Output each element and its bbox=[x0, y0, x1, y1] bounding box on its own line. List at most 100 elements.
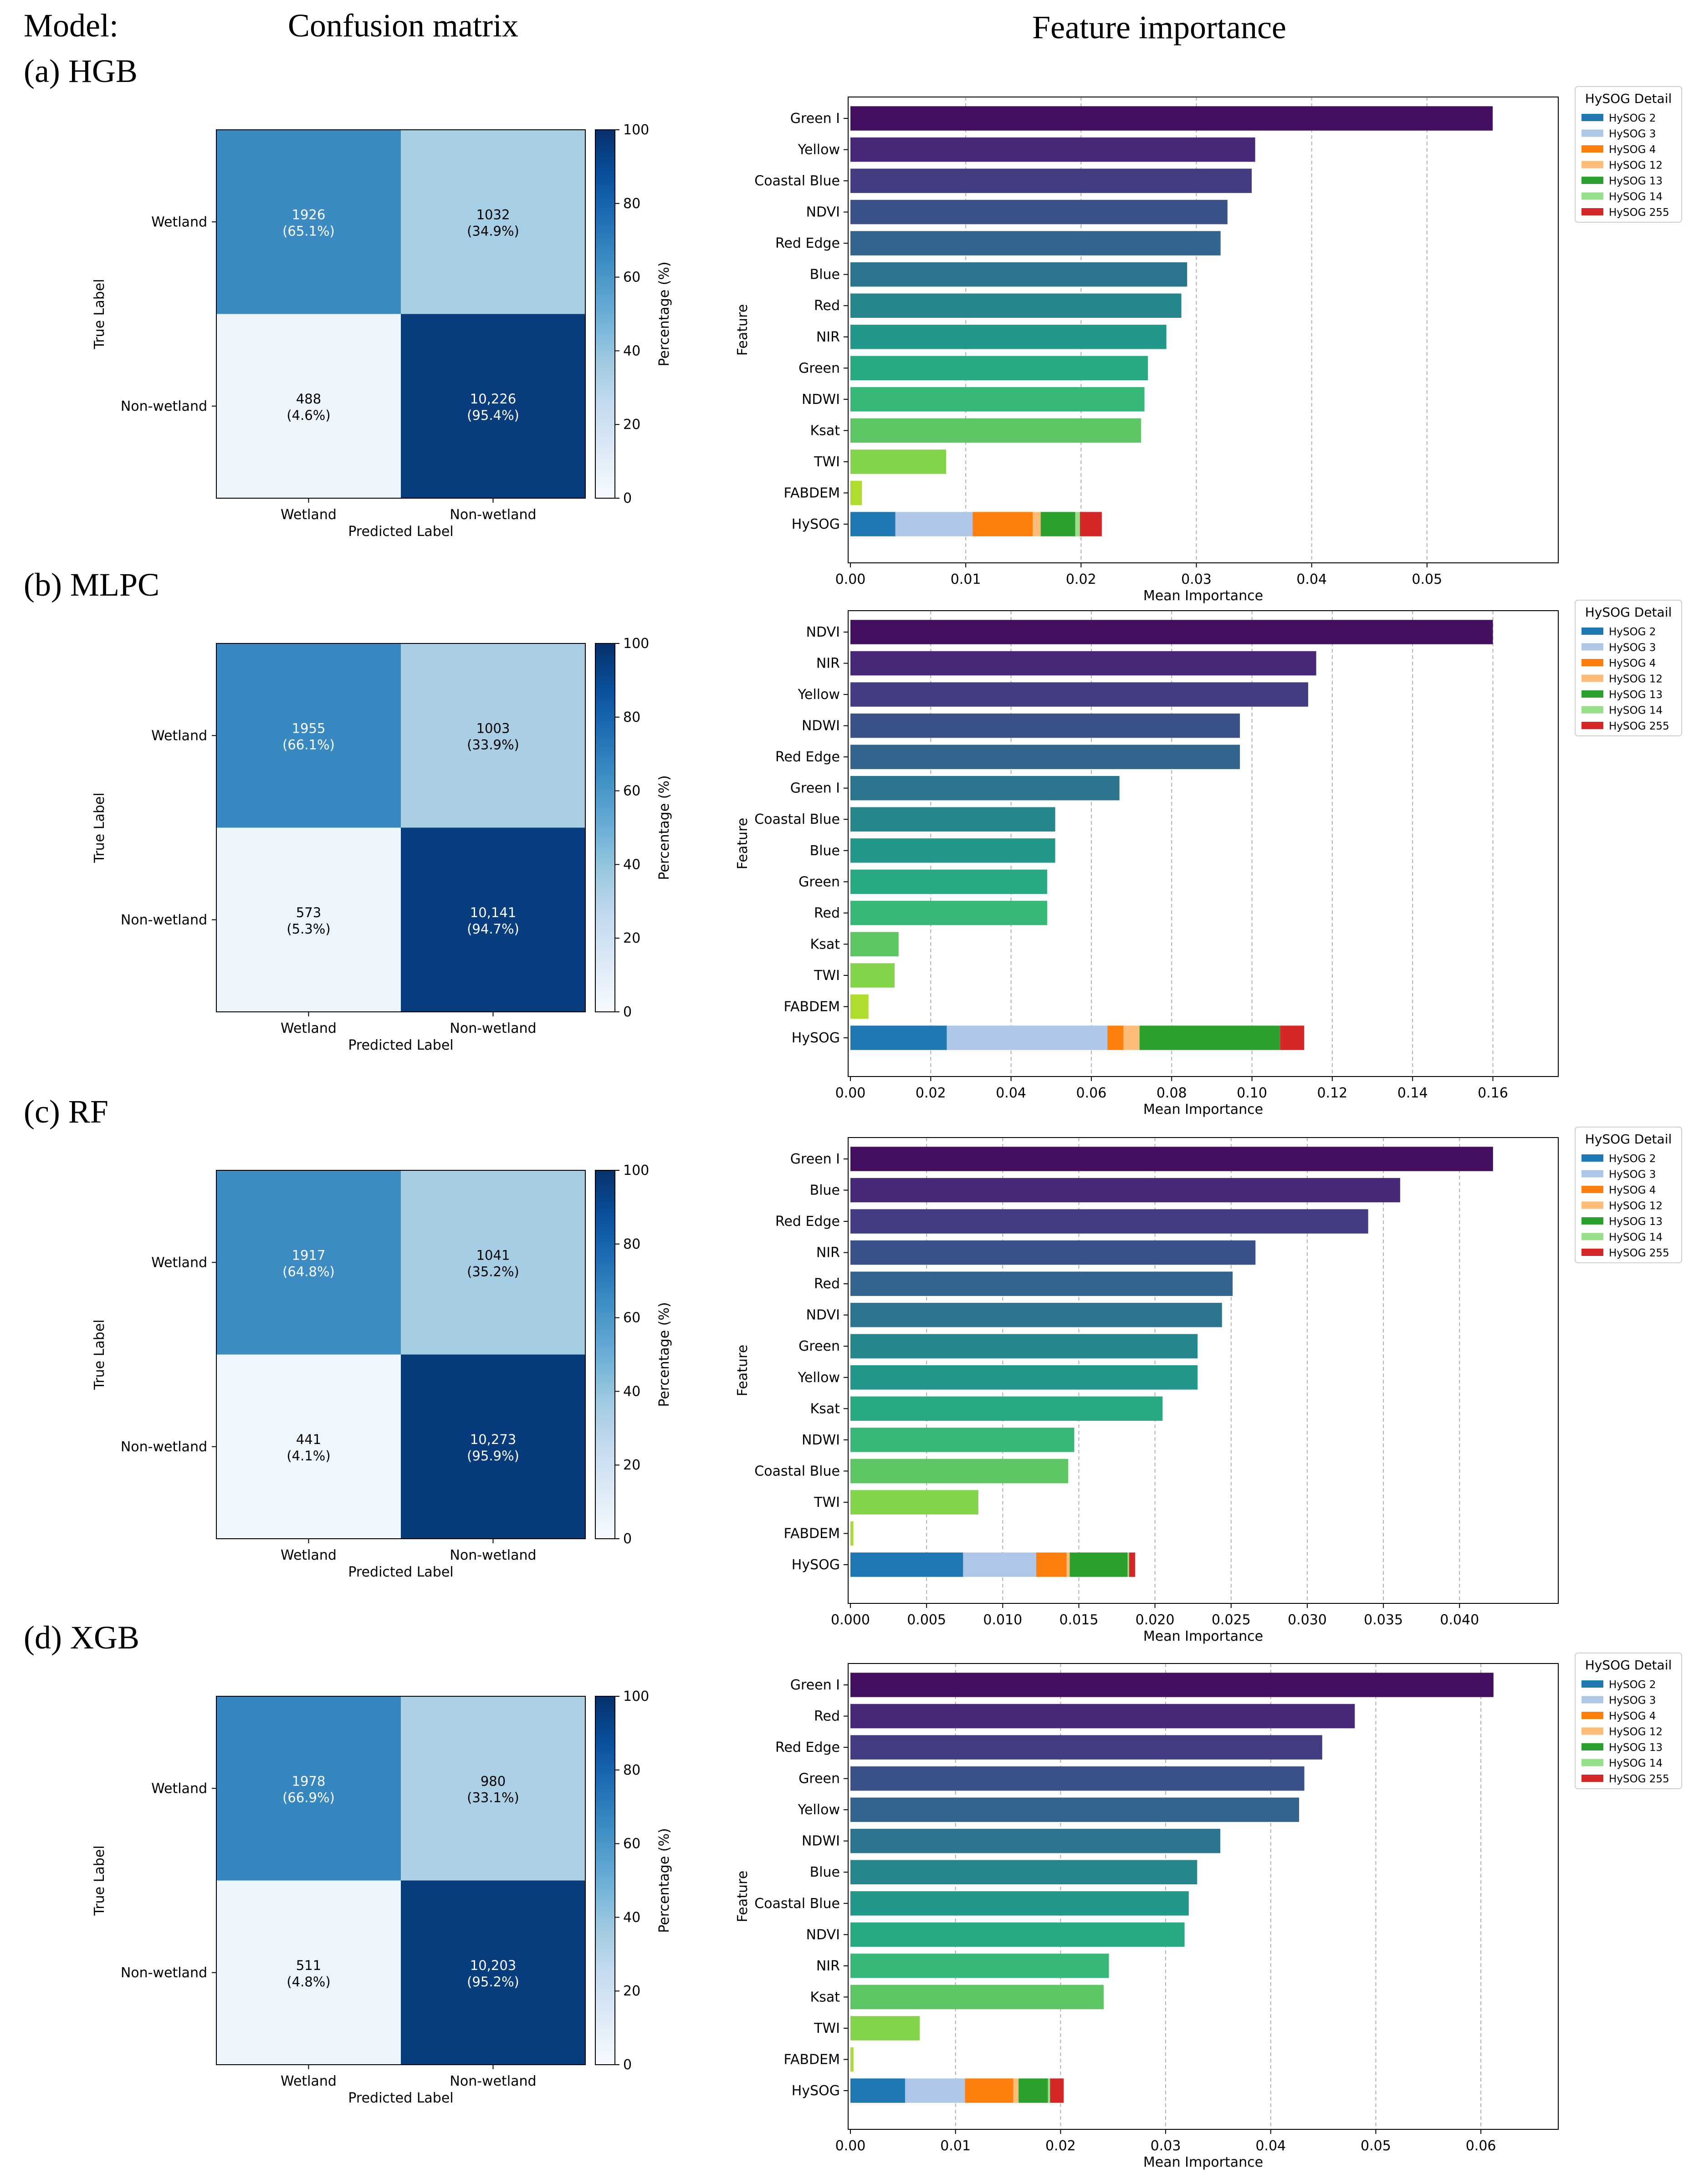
feature-label: Yellow bbox=[798, 1370, 840, 1386]
feature-label: FABDEM bbox=[783, 2051, 840, 2067]
x-axis-label: Predicted Label bbox=[348, 2090, 453, 2106]
legend-swatch bbox=[1581, 1249, 1603, 1256]
importance-bar bbox=[850, 1860, 1198, 1884]
x-tick-label: 0.00 bbox=[835, 2138, 866, 2154]
hysog-segment bbox=[1013, 2078, 1019, 2103]
cm-cell bbox=[401, 1880, 585, 2065]
legend-label: HySOG 13 bbox=[1609, 1742, 1663, 1754]
feature-label: NDVI bbox=[806, 624, 840, 640]
colorbar-tick-label: 100 bbox=[623, 636, 649, 652]
hysog-segment bbox=[1040, 512, 1075, 536]
legend-label: HySOG 2 bbox=[1609, 626, 1656, 638]
y-tick-label: Non-wetland bbox=[121, 398, 207, 414]
x-tick-label: 0.030 bbox=[1288, 1612, 1327, 1628]
panel-label: (c) RF bbox=[24, 1093, 108, 1130]
cm-cell bbox=[216, 314, 401, 498]
cm-count: 1032 bbox=[476, 207, 510, 222]
x-axis-label: Mean Importance bbox=[1143, 2154, 1263, 2170]
cm-cell bbox=[401, 1170, 585, 1355]
hysog-segment bbox=[1123, 1026, 1140, 1050]
y-axis-label: True Label bbox=[92, 1845, 107, 1916]
importance-bar bbox=[850, 651, 1316, 676]
feature-label: Red Edge bbox=[775, 235, 840, 251]
hysog-segment bbox=[1050, 2078, 1064, 2103]
colorbar-tick-label: 60 bbox=[623, 1836, 640, 1852]
y-axis-label: True Label bbox=[92, 279, 107, 349]
feature-importance-chart: Green I Yellow Coastal Blue NDVI Red Edge Blu… bbox=[735, 97, 1559, 604]
importance-bar bbox=[850, 262, 1187, 287]
legend-swatch bbox=[1581, 628, 1603, 635]
feature-importance-chart: NDVI NIR Yellow NDWI Red Edge Green I Coastal … bbox=[735, 610, 1559, 1118]
x-tick-label: 0.035 bbox=[1364, 1612, 1403, 1628]
feature-label: Red bbox=[814, 1276, 840, 1292]
hysog-segment bbox=[1127, 1552, 1129, 1577]
feature-label: Coastal Blue bbox=[754, 1896, 840, 1912]
colorbar-tick-label: 40 bbox=[623, 857, 640, 873]
x-tick-label: 0.04 bbox=[1255, 2138, 1286, 2154]
importance-bar bbox=[850, 1396, 1163, 1421]
legend-label: HySOG 13 bbox=[1609, 1216, 1663, 1228]
legend-label: HySOG 13 bbox=[1609, 175, 1663, 187]
hysog-segment bbox=[1048, 2078, 1050, 2103]
legend-title: HySOG Detail bbox=[1585, 91, 1672, 106]
legend-label: HySOG 2 bbox=[1609, 1679, 1656, 1691]
cm-percent: (34.9%) bbox=[467, 223, 519, 239]
feature-label: Red Edge bbox=[775, 1214, 840, 1230]
legend-swatch bbox=[1581, 674, 1603, 682]
importance-bar bbox=[850, 293, 1182, 318]
y-tick-label: Wetland bbox=[151, 1781, 207, 1796]
importance-bar bbox=[850, 1428, 1075, 1452]
colorbar-tick-label: 60 bbox=[623, 1310, 640, 1326]
legend-swatch bbox=[1581, 145, 1603, 153]
legend-label: HySOG 3 bbox=[1609, 1695, 1656, 1707]
panel-1: (a) HGB 1926(65.1%) 1032(34.9%) 488(4.6%) 10… bbox=[24, 53, 1682, 604]
x-tick-label: 0.06 bbox=[1466, 2138, 1496, 2154]
cm-cell bbox=[401, 643, 585, 828]
cm-frame bbox=[216, 1170, 586, 1539]
importance-bar bbox=[850, 1334, 1198, 1358]
legend-label: HySOG 4 bbox=[1609, 144, 1656, 156]
cm-count: 1003 bbox=[476, 720, 510, 736]
importance-bar bbox=[850, 1891, 1189, 1916]
feature-label: Coastal Blue bbox=[754, 173, 840, 189]
cm-percent: (35.2%) bbox=[467, 1264, 519, 1279]
colorbar-tick-label: 80 bbox=[623, 196, 640, 212]
importance-bar bbox=[850, 1922, 1185, 1947]
legend-swatch bbox=[1581, 659, 1603, 666]
hysog-legend: HySOG Detail HySOG 2 HySOG 3 HySOG 4 HySOG 1… bbox=[1575, 1653, 1682, 1789]
x-axis-label: Mean Importance bbox=[1143, 1628, 1263, 1644]
importance-bar bbox=[850, 713, 1240, 738]
importance-bar bbox=[850, 1271, 1233, 1296]
feature-label: TWI bbox=[814, 1495, 840, 1510]
importance-bar bbox=[850, 776, 1120, 801]
colorbar-tick-label: 20 bbox=[623, 930, 640, 946]
legend-swatch bbox=[1581, 161, 1603, 168]
importance-bar bbox=[850, 231, 1221, 255]
legend-swatch bbox=[1581, 208, 1603, 215]
importance-bar bbox=[850, 1459, 1069, 1484]
colorbar-tick-label: 0 bbox=[623, 1004, 632, 1020]
feature-label: Red bbox=[814, 905, 840, 921]
confusion-matrix: 1955(66.1%) 1003(33.9%) 573(5.3%) 10,141(94… bbox=[92, 643, 586, 1053]
hysog-segment bbox=[972, 512, 1033, 536]
legend-swatch bbox=[1581, 129, 1603, 137]
importance-bar bbox=[850, 1302, 1222, 1327]
x-tick-label: Non-wetland bbox=[450, 1021, 536, 1036]
cm-cell bbox=[216, 827, 401, 1012]
feature-label: Ksat bbox=[810, 1401, 840, 1417]
x-tick-label: 0.00 bbox=[835, 1085, 866, 1101]
feature-label: Blue bbox=[810, 843, 840, 859]
legend-swatch bbox=[1581, 706, 1603, 714]
legend-label: HySOG 255 bbox=[1609, 1247, 1669, 1259]
legend-label: HySOG 2 bbox=[1609, 112, 1656, 124]
x-tick-label: 0.03 bbox=[1151, 2138, 1181, 2154]
cm-frame bbox=[216, 129, 586, 499]
importance-bar bbox=[850, 1704, 1355, 1729]
panel-label: (a) HGB bbox=[24, 53, 138, 89]
feature-label: Ksat bbox=[810, 1989, 840, 2005]
feature-label: Green bbox=[798, 874, 840, 890]
feature-importance-header: Feature importance bbox=[1032, 9, 1286, 46]
hysog-legend: HySOG Detail HySOG 2 HySOG 3 HySOG 4 HySOG 1… bbox=[1575, 86, 1682, 223]
panel-2: (b) MLPC1955(66.1%)1003(33.9%)573(5.3%)1… bbox=[24, 566, 1682, 1118]
feature-label: HySOG bbox=[792, 516, 840, 532]
